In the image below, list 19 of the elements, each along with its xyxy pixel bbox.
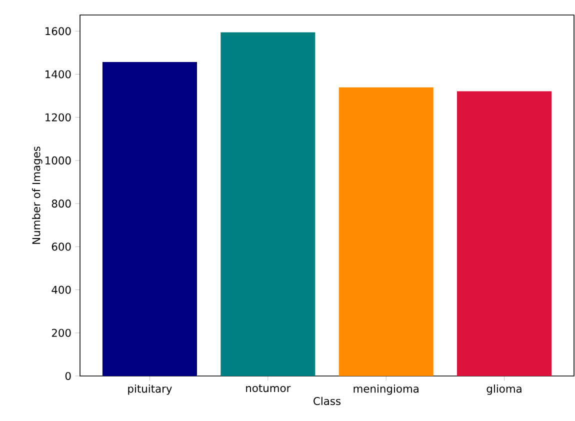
x-tick-label: glioma	[486, 384, 522, 395]
y-tick-label: 0	[65, 372, 71, 380]
x-tick-label: meningioma	[354, 384, 418, 395]
y-tick-label: 1000	[46, 156, 71, 164]
y-axis-title: Number of Images	[32, 146, 42, 244]
y-tick-label: 1600	[46, 27, 71, 36]
bar	[338, 87, 434, 376]
x-tick-label: notumor	[246, 384, 291, 392]
y-tick-label: 600	[52, 242, 71, 251]
bar	[102, 62, 198, 376]
y-tick-label: 800	[52, 200, 71, 208]
y-tick-label: 400	[52, 286, 71, 294]
x-tick-label: pituitary	[128, 384, 172, 395]
y-tick-label: 1200	[46, 113, 71, 122]
bar	[457, 91, 552, 376]
y-tick-label: 1400	[46, 70, 71, 78]
y-tick-label: 200	[52, 328, 71, 337]
x-axis-title: Class	[314, 396, 341, 406]
bar	[220, 32, 316, 376]
